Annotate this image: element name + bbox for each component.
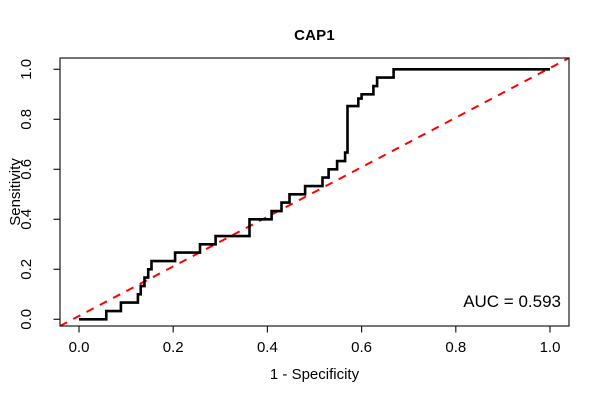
y-tick-label: 0.2 xyxy=(18,259,35,280)
x-tick-label: 0.0 xyxy=(69,339,90,356)
x-tick-label: 0.4 xyxy=(257,339,278,356)
reference-diagonal-line xyxy=(59,57,570,327)
x-axis-label: 1 - Specificity xyxy=(269,366,360,383)
y-tick-label: 1.0 xyxy=(18,59,35,80)
auc-annotation: AUC = 0.593 xyxy=(463,292,561,311)
x-tick-label: 0.8 xyxy=(445,339,466,356)
y-tick-label: 0.4 xyxy=(18,209,35,230)
y-tick-label: 0.0 xyxy=(18,309,35,330)
x-tick-label: 1.0 xyxy=(540,339,561,356)
y-axis-label: Sensitivity xyxy=(7,158,24,226)
chart-title: CAP1 xyxy=(294,27,335,44)
x-tick-label: 0.6 xyxy=(351,339,372,356)
y-tick-label: 0.6 xyxy=(18,159,35,180)
y-tick-label: 0.8 xyxy=(18,109,35,130)
roc-curve-line xyxy=(79,68,550,321)
x-tick-label: 0.2 xyxy=(163,339,184,356)
plot-box xyxy=(59,57,570,327)
